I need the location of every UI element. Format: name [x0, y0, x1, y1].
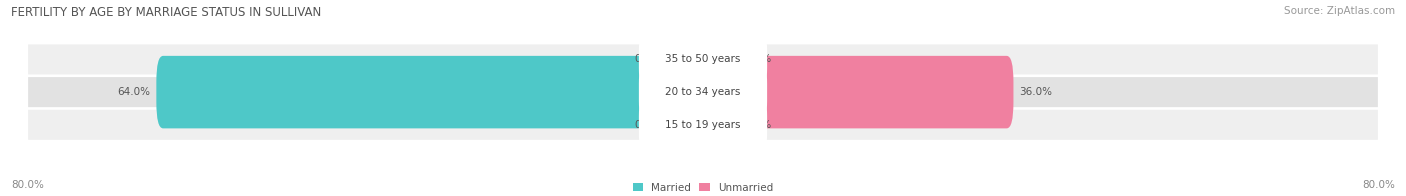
FancyBboxPatch shape — [696, 56, 1014, 128]
FancyBboxPatch shape — [28, 110, 1378, 140]
Legend: Married, Unmarried: Married, Unmarried — [628, 178, 778, 196]
FancyBboxPatch shape — [156, 56, 710, 128]
FancyBboxPatch shape — [669, 98, 707, 151]
Text: 15 to 19 years: 15 to 19 years — [665, 120, 741, 130]
FancyBboxPatch shape — [638, 31, 768, 88]
FancyBboxPatch shape — [669, 33, 707, 86]
Text: 80.0%: 80.0% — [11, 180, 44, 190]
Text: 0.0%: 0.0% — [634, 120, 661, 130]
Text: 64.0%: 64.0% — [118, 87, 150, 97]
FancyBboxPatch shape — [28, 44, 1378, 74]
FancyBboxPatch shape — [699, 98, 737, 151]
Text: 36.0%: 36.0% — [1019, 87, 1052, 97]
Text: 20 to 34 years: 20 to 34 years — [665, 87, 741, 97]
FancyBboxPatch shape — [638, 64, 768, 120]
Text: FERTILITY BY AGE BY MARRIAGE STATUS IN SULLIVAN: FERTILITY BY AGE BY MARRIAGE STATUS IN S… — [11, 6, 322, 19]
Text: 0.0%: 0.0% — [634, 54, 661, 64]
Text: 35 to 50 years: 35 to 50 years — [665, 54, 741, 64]
Text: 80.0%: 80.0% — [1362, 180, 1395, 190]
FancyBboxPatch shape — [28, 77, 1378, 107]
FancyBboxPatch shape — [638, 97, 768, 153]
Text: 0.0%: 0.0% — [745, 120, 772, 130]
Text: 0.0%: 0.0% — [745, 54, 772, 64]
FancyBboxPatch shape — [699, 33, 737, 86]
Text: Source: ZipAtlas.com: Source: ZipAtlas.com — [1284, 6, 1395, 16]
